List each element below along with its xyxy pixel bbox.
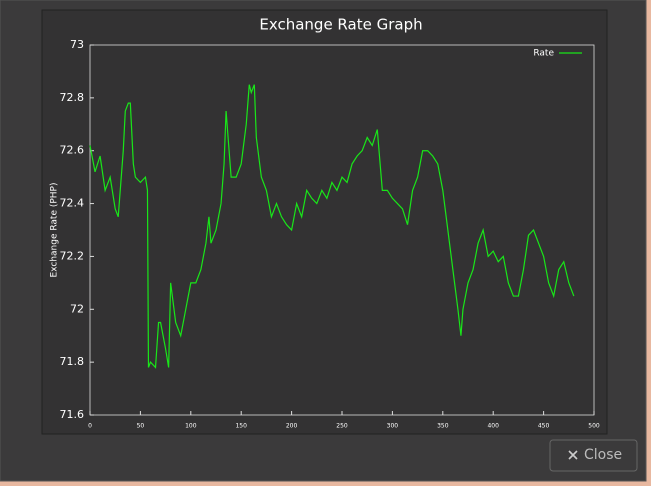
data-line xyxy=(89,84,575,369)
y-tick-label: 73 xyxy=(70,38,84,51)
y-tick-label: 71.6 xyxy=(60,408,85,421)
y-tick-label: 72.8 xyxy=(60,91,85,104)
legend-label: Rate xyxy=(533,49,554,59)
y-tick-label: 72.6 xyxy=(60,144,85,157)
chart-title: Exchange Rate Graph xyxy=(259,16,422,34)
plot-area xyxy=(89,44,595,416)
x-tick-label: 100 xyxy=(185,423,197,430)
x-tick-label: 0 xyxy=(88,423,92,430)
y-tick-label: 72.4 xyxy=(60,197,85,210)
close-button-box[interactable] xyxy=(549,439,638,472)
x-tick-label: 50 xyxy=(137,423,145,430)
x-tick-label: 200 xyxy=(286,423,298,430)
x-tick-label: 500 xyxy=(588,423,600,430)
y-tick-label: 72 xyxy=(70,302,84,315)
close-button[interactable]: Close xyxy=(549,439,638,472)
close-label[interactable]: Close xyxy=(584,447,622,463)
x-tick-label: 450 xyxy=(538,423,550,430)
x-tick-label: 300 xyxy=(387,423,399,430)
x-tick-label: 250 xyxy=(336,423,348,430)
x-tick-label: 350 xyxy=(437,423,449,430)
x-tick-label: 150 xyxy=(235,423,247,430)
x-tick-label: 400 xyxy=(487,423,499,430)
close-icon[interactable] xyxy=(568,450,578,460)
y-tick-label: 72.2 xyxy=(60,249,85,262)
y-tick-label: 71.8 xyxy=(60,355,85,368)
y-axis-label: Exchange Rate (PHP) xyxy=(50,183,60,278)
